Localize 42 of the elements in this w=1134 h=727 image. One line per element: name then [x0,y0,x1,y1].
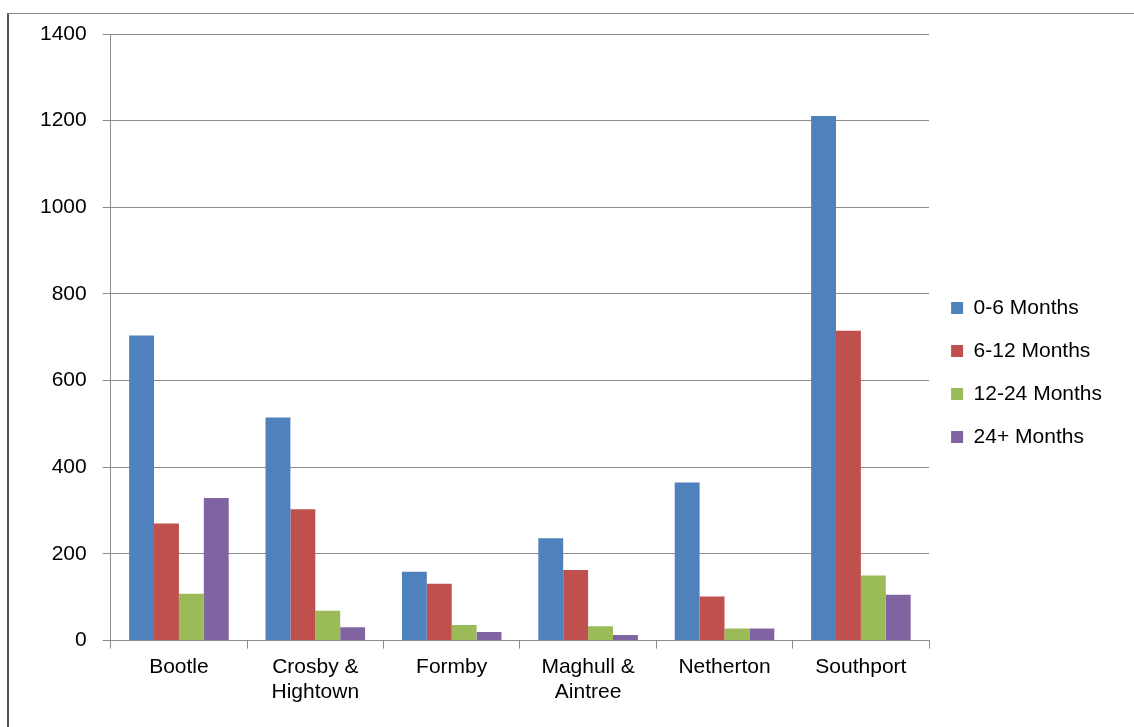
bar [476,631,502,641]
x-tick-label: Maghull & Aintree [541,654,635,703]
legend-label: 6-12 Months [973,337,1091,361]
bar [401,571,427,641]
y-tick-label: 1400 [40,20,87,44]
legend-label: 12-24 Months [973,380,1103,404]
y-tick-label: 600 [51,367,87,391]
bar [154,523,179,641]
y-tick-label: 1200 [40,107,87,131]
bar [612,634,638,641]
bar [538,538,564,641]
x-tick-label: Netherton [678,654,771,677]
bar [836,330,861,641]
bar [129,335,155,641]
bar [588,626,613,641]
bar [290,509,316,641]
bar [340,627,366,641]
bar [860,575,886,641]
y-tick-label: 1000 [40,194,87,218]
bar [811,115,836,641]
bar [563,569,589,641]
legend-label: 24+ Months [973,423,1084,447]
bar [426,583,452,641]
bar [674,482,700,641]
bar [315,610,341,641]
bar [724,628,750,641]
legend-label: 0-6 Months [973,294,1079,318]
bar [203,498,229,641]
x-tick-label: Bootle [149,654,209,677]
y-tick-label: 200 [51,540,87,564]
y-tick-label: 400 [51,454,87,478]
bar [178,593,204,641]
x-tick-label: Crosby & Hightown [271,654,360,703]
x-tick-label: Southport [815,654,907,677]
y-tick-label: 0 [75,627,87,651]
bar [265,417,291,641]
y-tick-label: 800 [51,280,87,304]
bar [451,625,477,641]
bar [699,596,725,641]
bar [885,594,911,641]
bar [749,628,775,641]
x-tick-label: Formby [416,654,488,677]
